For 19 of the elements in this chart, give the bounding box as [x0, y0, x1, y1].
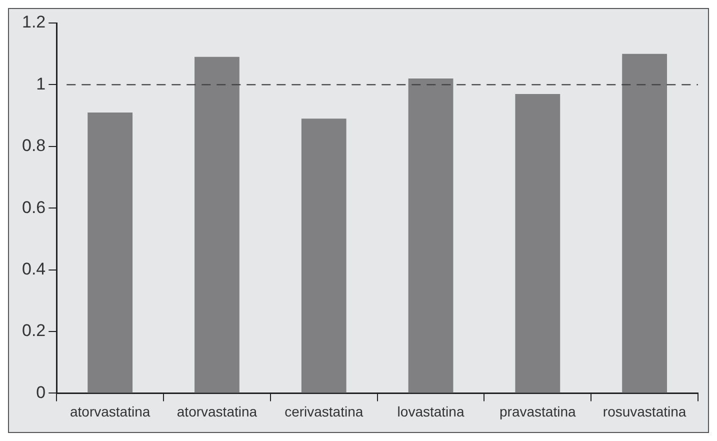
bar — [88, 112, 133, 393]
y-tick-label: 0.4 — [22, 259, 46, 278]
x-tick-label: atorvastatina — [70, 403, 150, 420]
y-tick-label: 1.2 — [22, 12, 46, 32]
y-tick-label: 0 — [36, 382, 46, 402]
bar — [301, 118, 346, 393]
x-tick-label: pravastatina — [500, 403, 576, 420]
x-tick-label: lovastatina — [397, 403, 464, 420]
bar — [194, 56, 240, 393]
y-tick-label: 0.6 — [22, 198, 46, 217]
bar — [408, 78, 454, 393]
x-tick-label: cerivastatina — [284, 403, 364, 420]
y-tick-label: 1 — [36, 74, 46, 94]
bar — [622, 54, 667, 393]
y-tick-label: 0.8 — [22, 136, 46, 156]
x-tick-label: rosuvastatina — [602, 403, 686, 420]
bar — [515, 94, 560, 393]
x-tick-label: atorvastatina — [176, 403, 258, 420]
y-tick-label: 0.2 — [22, 321, 46, 340]
